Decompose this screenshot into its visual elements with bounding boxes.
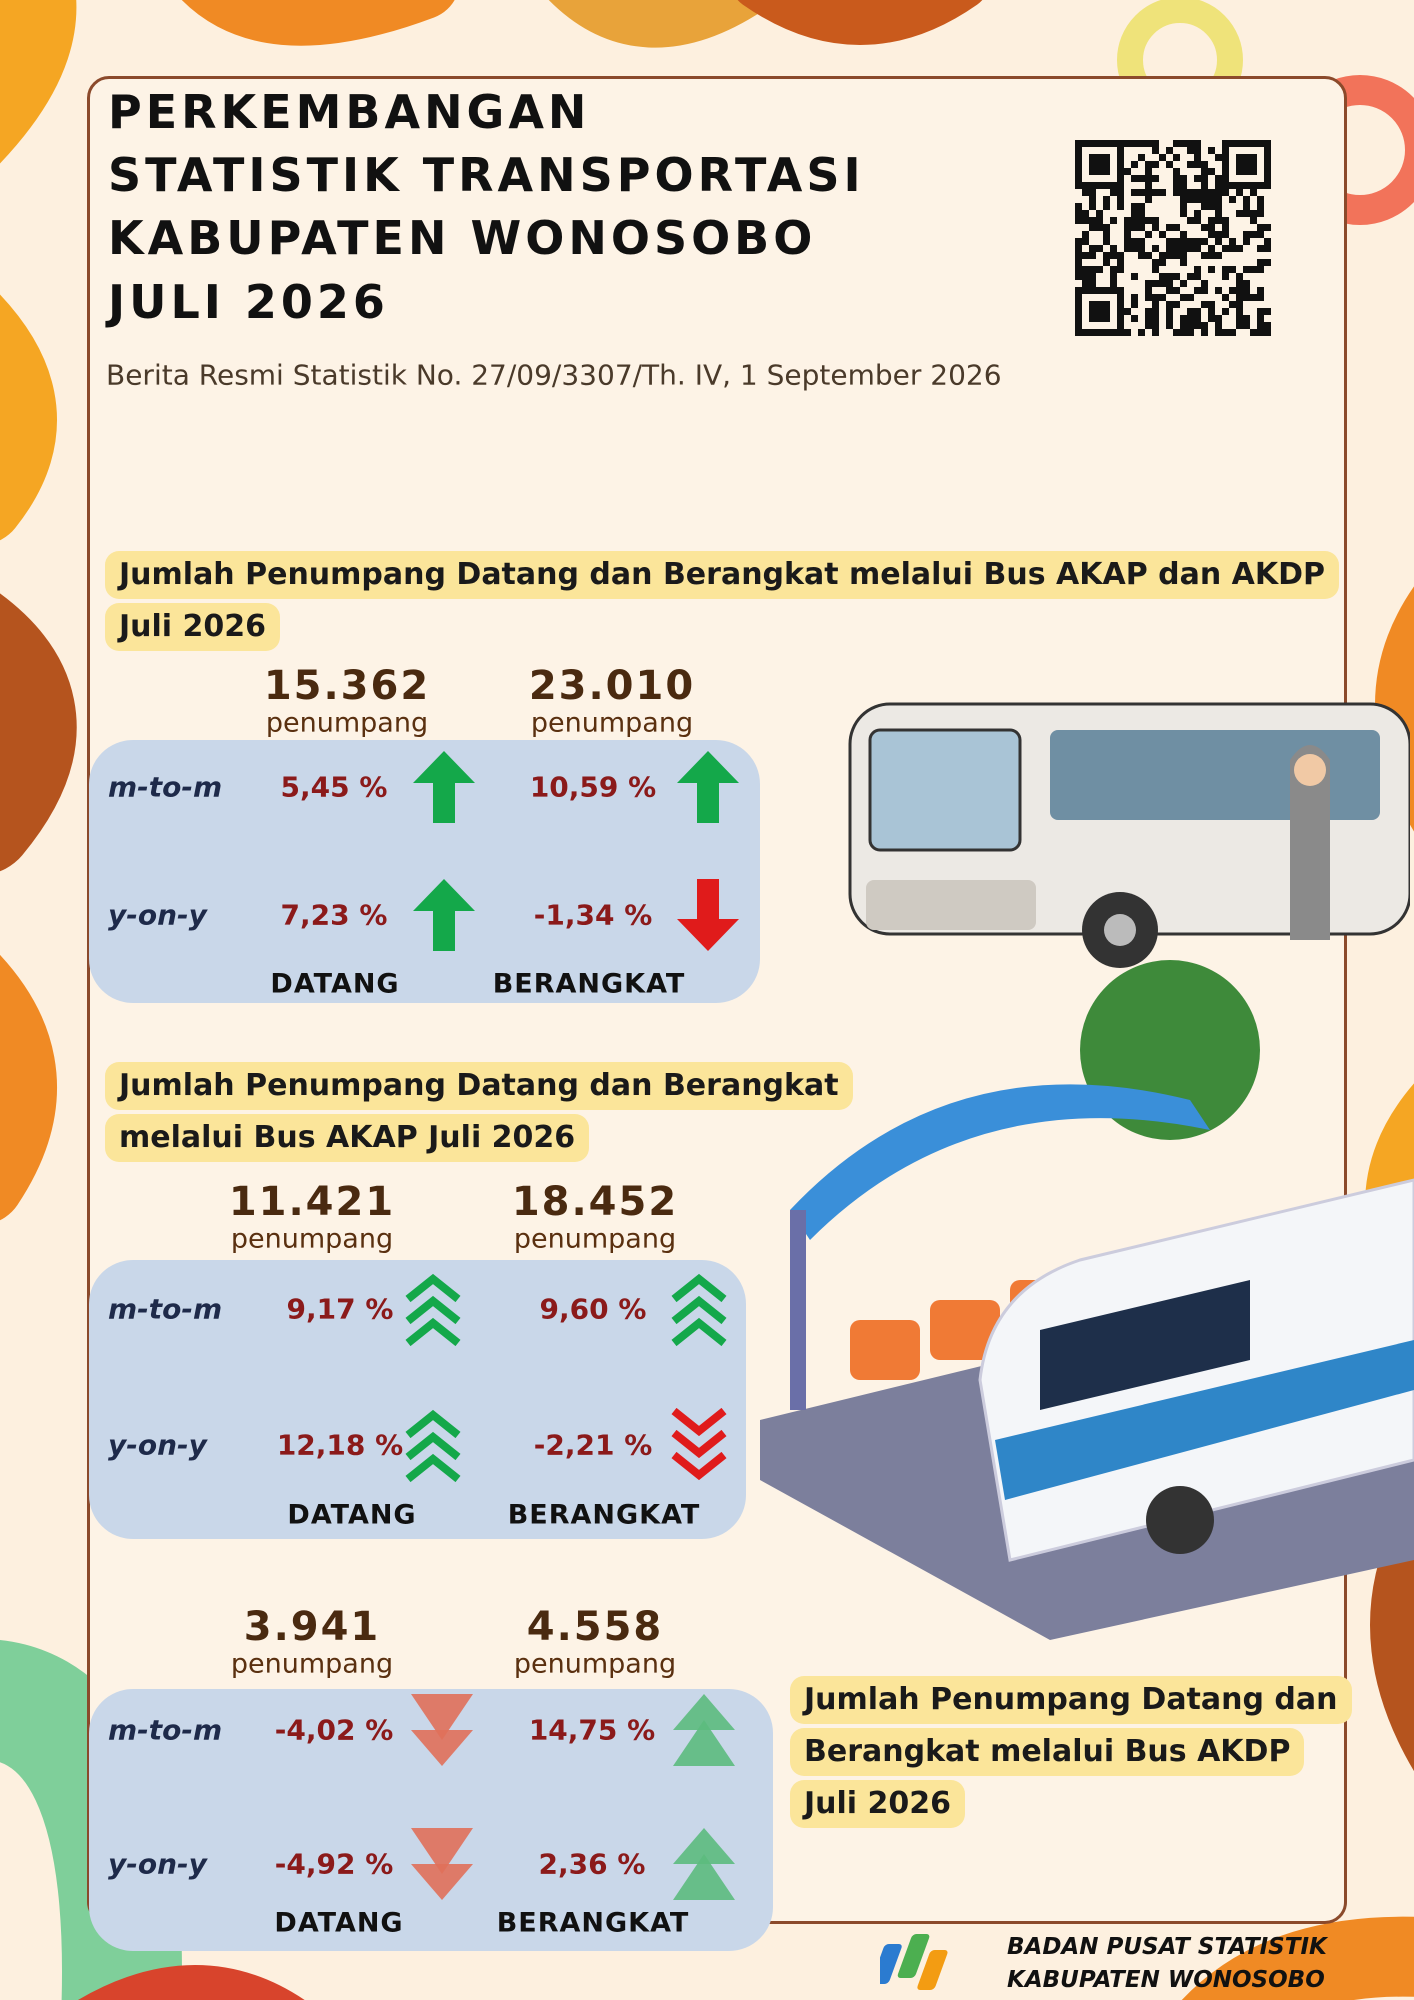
- row-label: m-to-m: [108, 1713, 223, 1747]
- stat-panel: [89, 740, 760, 1003]
- row-label: y-on-y: [108, 1428, 207, 1462]
- unit-label: penumpang: [230, 1648, 394, 1680]
- total-value: 4.558: [526, 1604, 664, 1650]
- column-label: BERANGKAT: [492, 968, 686, 1000]
- percent-change: -2,21 %: [533, 1428, 653, 1462]
- arrow-down: [671, 1407, 727, 1481]
- unit-label: penumpang: [513, 1648, 677, 1680]
- row-label: y-on-y: [108, 1847, 207, 1881]
- percent-change: 14,75 %: [528, 1713, 656, 1747]
- arrow-up: [673, 1828, 735, 1900]
- heading-line: Juli 2026: [105, 603, 281, 651]
- heading-line: Jumlah Penumpang Datang dan Berangkat me…: [105, 551, 1340, 599]
- percent-change: -1,34 %: [533, 898, 653, 932]
- unit-label: penumpang: [530, 707, 694, 739]
- column-label: DATANG: [270, 968, 400, 1000]
- unit-label: penumpang: [265, 707, 429, 739]
- arrow-up: [405, 1273, 461, 1347]
- column-label: DATANG: [287, 1499, 417, 1531]
- total-value: 23.010: [528, 663, 696, 709]
- unit-label: penumpang: [513, 1223, 677, 1255]
- percent-change: 10,59 %: [529, 770, 657, 804]
- percent-change: -4,02 %: [274, 1713, 394, 1747]
- total-value: 15.362: [263, 663, 431, 709]
- percent-change: 9,17 %: [286, 1292, 394, 1326]
- percent-change: -4,92 %: [274, 1847, 394, 1881]
- subtitle: Berita Resmi Statistik No. 27/09/3307/Th…: [106, 358, 1002, 392]
- total-value: 11.421: [228, 1179, 396, 1225]
- section-heading: Jumlah Penumpang Datang dan Berangkat mel…: [790, 1676, 1352, 1832]
- bps-logo: [880, 1934, 948, 1990]
- unit-label: penumpang: [230, 1223, 394, 1255]
- section-heading: Jumlah Penumpang Datang dan Berangkat mel…: [105, 1062, 853, 1166]
- arrow-up: [677, 751, 739, 823]
- percent-change: 7,23 %: [280, 898, 388, 932]
- heading-line: Jumlah Penumpang Datang dan Berangkat: [105, 1062, 853, 1110]
- section-heading: Jumlah Penumpang Datang dan Berangkat me…: [105, 551, 1340, 655]
- total-value: 3.941: [243, 1604, 381, 1650]
- percent-change: 2,36 %: [538, 1847, 646, 1881]
- qr-code: [1075, 140, 1271, 336]
- heading-line: Jumlah Penumpang Datang dan: [790, 1676, 1352, 1724]
- arrow-up: [671, 1273, 727, 1347]
- arrow-up: [673, 1694, 735, 1766]
- row-label: y-on-y: [108, 898, 207, 932]
- heading-line: Berangkat melalui Bus AKDP: [790, 1728, 1305, 1776]
- stat-panel: [89, 1260, 746, 1539]
- bus-stop-illustration: [760, 960, 1414, 1640]
- arrow-down: [677, 879, 739, 951]
- arrow-up: [405, 1409, 461, 1483]
- row-label: m-to-m: [108, 770, 223, 804]
- footer-line: KABUPATEN WONOSOBO: [1007, 1967, 1325, 1993]
- title-line: KABUPATEN WONOSOBO: [108, 211, 817, 265]
- row-label: m-to-m: [108, 1292, 223, 1326]
- heading-line: melalui Bus AKAP Juli 2026: [105, 1114, 590, 1162]
- arrow-down: [411, 1828, 473, 1900]
- percent-change: 5,45 %: [280, 770, 388, 804]
- column-label: BERANGKAT: [496, 1907, 690, 1939]
- title-line: STATISTIK TRANSPORTASI: [108, 148, 865, 202]
- bus-illustration: [848, 702, 1410, 968]
- column-label: BERANGKAT: [507, 1499, 701, 1531]
- arrow-down: [411, 1694, 473, 1766]
- footer-line: BADAN PUSAT STATISTIK: [1007, 1934, 1327, 1960]
- title-line: PERKEMBANGAN: [108, 85, 591, 139]
- arrow-up: [413, 751, 475, 823]
- title-line: JULI 2026: [108, 275, 389, 329]
- total-value: 18.452: [511, 1179, 679, 1225]
- percent-change: 12,18 %: [276, 1428, 404, 1462]
- column-label: DATANG: [274, 1907, 404, 1939]
- arrow-up: [413, 879, 475, 951]
- percent-change: 9,60 %: [539, 1292, 647, 1326]
- heading-line: Juli 2026: [790, 1780, 966, 1828]
